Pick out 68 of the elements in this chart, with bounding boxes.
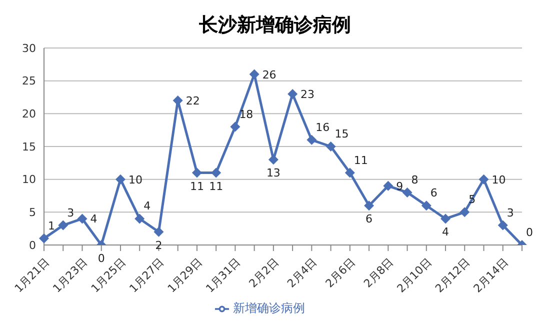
x-tick-label: 1月31日 (203, 256, 243, 296)
x-tick-label: 2月14日 (471, 256, 511, 296)
y-tick-label: 10 (22, 173, 36, 186)
x-tick-label: 1月29日 (165, 256, 205, 296)
x-tick-label: 2月6日 (323, 256, 358, 290)
data-label: 15 (334, 128, 349, 140)
data-label: 8 (411, 173, 418, 186)
point (383, 180, 394, 191)
point (154, 226, 164, 237)
point (77, 214, 88, 224)
point (288, 88, 298, 99)
y-tick-label: 30 (22, 42, 36, 55)
x-tick-label: 2月12日 (432, 256, 472, 296)
point (460, 207, 470, 218)
x-tick-label: 1月27日 (126, 256, 166, 296)
point (364, 200, 374, 211)
point (211, 168, 222, 178)
point (39, 233, 49, 244)
data-label: 3 (67, 206, 74, 220)
data-label: 1 (48, 219, 55, 232)
point (134, 214, 145, 224)
point (306, 134, 317, 145)
point (115, 174, 126, 184)
data-label: 18 (239, 108, 254, 121)
data-label: 0 (526, 226, 533, 239)
data-label: 26 (262, 68, 276, 82)
point (230, 122, 240, 132)
data-label: 3 (506, 206, 514, 220)
data-label: 6 (366, 212, 373, 226)
chart-title: 长沙新增确诊病例 (198, 13, 352, 38)
data-label: 13 (266, 166, 280, 180)
point (249, 69, 260, 80)
data-label: 10 (128, 173, 142, 186)
data-label: 16 (316, 120, 330, 134)
point (478, 174, 489, 184)
point (421, 200, 432, 211)
x-tick-label: 2月10日 (394, 256, 434, 296)
y-tick-label: 15 (22, 140, 36, 154)
x-tick-label: 2月4日 (284, 256, 320, 290)
point (344, 168, 355, 178)
y-tick-label: 25 (22, 74, 36, 88)
data-label: 0 (98, 252, 105, 265)
data-label: 22 (186, 94, 200, 108)
x-tick-label: 1月21日 (12, 256, 52, 296)
legend-label: 新增确诊病例 (233, 301, 305, 315)
data-label: 11 (209, 180, 224, 193)
data-label: 23 (300, 88, 315, 101)
data-label: 4 (442, 226, 450, 239)
data-label: 5 (468, 193, 476, 206)
point (402, 187, 412, 198)
data-label: 2 (155, 238, 162, 252)
data-label: 11 (354, 154, 368, 167)
y-tick-label: 20 (22, 108, 36, 121)
y-tick-label: 0 (29, 238, 36, 252)
data-label: 4 (90, 212, 98, 226)
point (440, 214, 451, 224)
x-tick-label: 2月2日 (246, 256, 282, 290)
point (326, 142, 336, 152)
x-tick-label: 2月8日 (361, 256, 396, 290)
data-label: 6 (430, 186, 438, 200)
data-label: 10 (492, 173, 506, 186)
point (58, 220, 68, 230)
y-tick-label: 5 (29, 206, 36, 220)
point (498, 220, 508, 230)
point (192, 168, 202, 178)
data-label: 4 (144, 200, 151, 213)
data-label: 11 (190, 180, 204, 193)
x-tick-label: 1月23日 (50, 256, 90, 296)
